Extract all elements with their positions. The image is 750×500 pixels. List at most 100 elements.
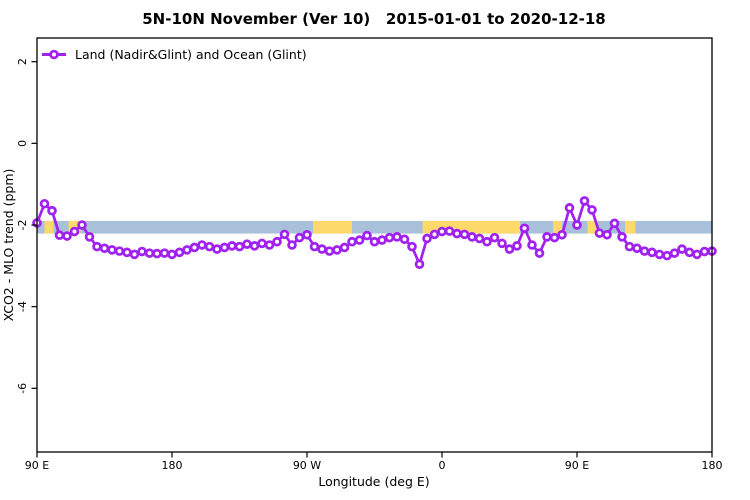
legend: Land (Nadir&Glint) and Ocean (Glint): [42, 47, 307, 62]
data-point-marker: [677, 244, 687, 254]
confidence-band-yellow-segment: [625, 220, 636, 234]
data-point-marker: [654, 249, 665, 260]
data-point-marker: [62, 231, 72, 241]
data-point-marker: [189, 242, 200, 253]
data-point-marker: [414, 259, 425, 269]
x-tick-label: 90 W: [293, 459, 321, 472]
data-point-marker: [489, 232, 500, 243]
data-point-marker: [339, 242, 350, 253]
data-point-marker: [534, 248, 545, 258]
data-point-marker: [609, 218, 620, 229]
data-point-marker: [369, 236, 380, 247]
data-point-marker: [504, 244, 515, 254]
data-point-marker: [129, 249, 140, 260]
data-point-marker: [167, 249, 177, 260]
legend-label: Land (Nadir&Glint) and Ocean (Glint): [75, 47, 307, 62]
data-point-marker: [624, 241, 635, 252]
data-point-marker: [174, 247, 185, 258]
y-tick-label: 0: [16, 140, 29, 147]
data-point-marker: [47, 205, 57, 216]
data-point-marker: [564, 203, 575, 213]
y-tick-label: -4: [16, 301, 29, 312]
data-point-marker: [107, 245, 117, 255]
background-band-layer: [37, 220, 712, 234]
data-point-marker: [572, 220, 582, 230]
data-point-marker: [467, 232, 477, 242]
data-point-marker: [212, 244, 222, 254]
plot-frame: [36, 37, 713, 453]
confidence-band-yellow-segment: [44, 220, 54, 234]
data-point-marker: [39, 198, 50, 209]
data-point-marker: [294, 232, 305, 243]
data-point-marker: [324, 246, 335, 256]
data-point-marker: [317, 244, 327, 254]
data-point-marker: [197, 240, 207, 250]
data-point-marker: [204, 241, 215, 252]
data-point-marker: [257, 238, 267, 249]
legend-circle-marker-icon: [49, 49, 59, 60]
data-point-marker: [557, 229, 567, 240]
data-point-marker: [362, 230, 372, 241]
data-point-marker: [482, 236, 492, 247]
data-point-marker: [602, 229, 612, 240]
data-point-marker: [594, 228, 605, 238]
data-point-marker: [497, 238, 507, 249]
confidence-band-yellow-segment: [553, 220, 562, 234]
data-point-marker: [159, 248, 170, 258]
data-point-marker: [474, 233, 485, 244]
data-point-marker: [587, 205, 597, 215]
data-point-marker: [617, 232, 627, 242]
data-point-marker: [309, 241, 320, 252]
data-point-marker: [519, 223, 530, 234]
data-point-marker: [114, 246, 125, 256]
data-point-marker: [444, 226, 455, 236]
data-point-marker: [77, 220, 87, 230]
x-axis-label: Longitude (deg E): [318, 474, 429, 489]
data-point-marker: [144, 248, 155, 258]
data-point-marker: [272, 236, 282, 247]
data-point-marker: [69, 226, 80, 237]
data-point-marker: [234, 241, 245, 252]
x-tick-label: 90 E: [565, 459, 589, 472]
data-point-marker: [669, 248, 680, 258]
data-point-marker: [122, 247, 132, 258]
x-tick-label: 180: [162, 459, 183, 472]
data-point-marker: [647, 247, 657, 258]
data-point-marker: [639, 246, 650, 256]
y-tick-label: 2: [16, 58, 29, 65]
data-point-marker: [662, 250, 672, 261]
data-point-marker: [242, 239, 252, 249]
data-point-marker: [264, 240, 275, 250]
x-tick-label: 0: [439, 459, 446, 472]
data-point-marker: [227, 241, 237, 251]
data-point-marker: [54, 230, 65, 241]
data-point-marker: [152, 248, 162, 259]
data-point-marker: [437, 226, 447, 237]
data-point-marker: [377, 235, 387, 245]
data-point-marker: [429, 229, 440, 240]
data-point-marker: [542, 232, 552, 242]
data-point-marker: [354, 235, 365, 245]
y-axis-label: XCO2 - MLO trend (ppm): [1, 169, 16, 322]
y-tick-label: -2: [16, 220, 29, 231]
data-point-marker: [137, 246, 147, 257]
data-point-marker: [632, 243, 642, 254]
data-point-marker: [684, 247, 695, 258]
data-point-marker: [287, 240, 297, 250]
data-point-marker: [407, 241, 417, 252]
data-point-marker: [579, 196, 590, 206]
data-point-marker: [99, 243, 110, 254]
confidence-band-yellow-segment: [313, 220, 352, 234]
data-point-marker: [392, 232, 402, 242]
data-point-marker: [452, 228, 462, 239]
y-tick-label: -6: [16, 383, 29, 394]
data-point-marker: [399, 234, 410, 245]
confidence-band-yellow-segment: [587, 220, 598, 234]
data-point-marker: [182, 245, 192, 255]
data-point-marker: [422, 233, 432, 244]
confidence-band-blue: [37, 220, 712, 234]
data-point-marker: [332, 245, 342, 255]
x-tick-label: 90 E: [25, 459, 49, 472]
